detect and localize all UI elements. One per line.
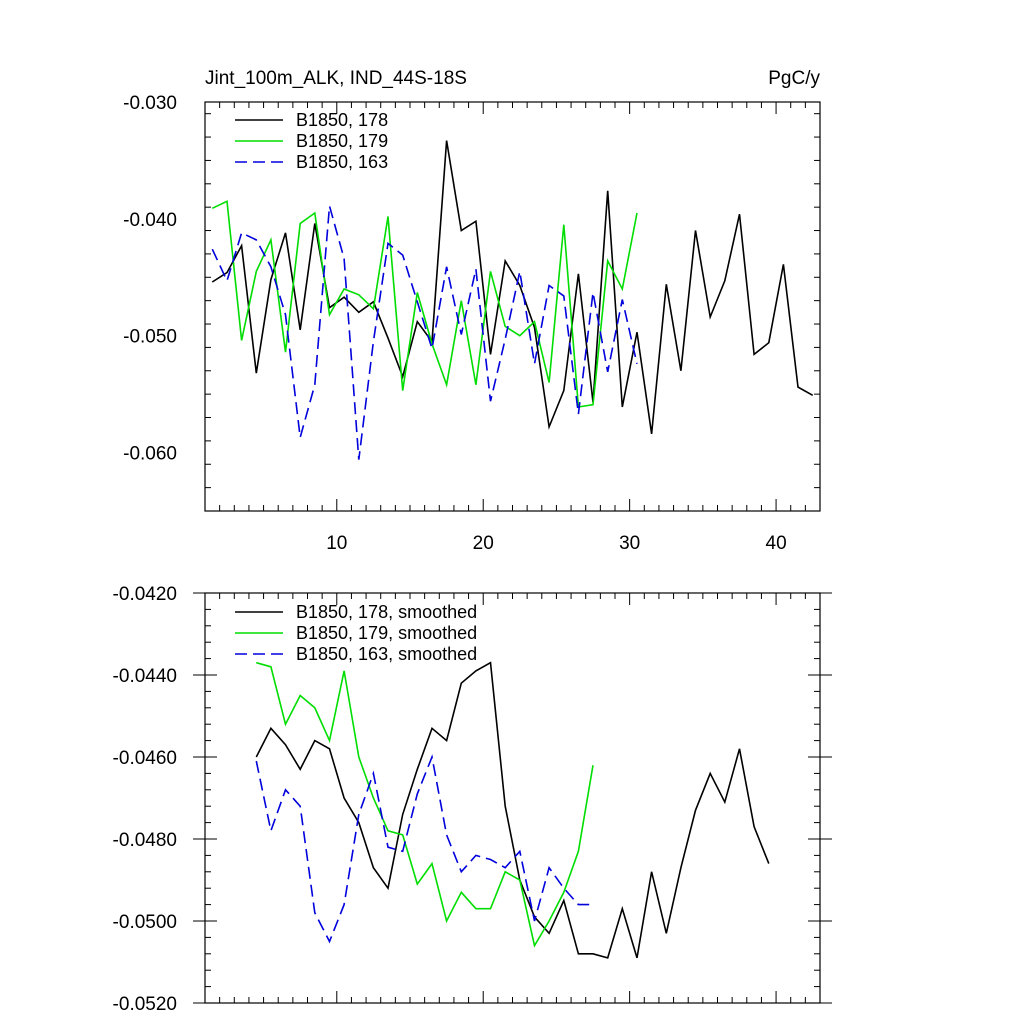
x-tick-label: 10 [326, 533, 347, 554]
y-tick-label: -0.0440 [113, 666, 177, 687]
y-tick-label: -0.040 [123, 210, 177, 231]
series-line-2 [211, 200, 638, 408]
legend-label-3: B1850, 163 [296, 152, 388, 172]
y-tick-label: -0.060 [123, 444, 177, 465]
bottom-panel: -0.0420 -0.0440 -0.0460 -0.0480 -0.0500 -0.05… [113, 584, 832, 1015]
legend-label-1: B1850, 178 [296, 110, 388, 130]
y-tick-label: -0.0480 [113, 830, 177, 851]
x-tick-label: 20 [473, 533, 494, 554]
top-title: Jint_100m_ALK, IND_44S-18S [205, 68, 467, 89]
y-tick-label: -0.050 [123, 327, 177, 348]
y-tick-label: -0.0460 [113, 748, 177, 769]
legend-label-3: B1850, 163, smoothed [296, 644, 477, 664]
y-tick-label: -0.030 [123, 93, 177, 114]
y-tick-label: -0.0520 [113, 994, 177, 1015]
series-line-2 [256, 661, 594, 948]
legend-label-2: B1850, 179 [296, 131, 388, 151]
x-tick-label: 30 [619, 533, 640, 554]
y-tick-label: -0.0420 [113, 584, 177, 605]
series-line-1 [211, 140, 814, 435]
legend-label-2: B1850, 179, smoothed [296, 623, 477, 643]
legend-label-1: B1850, 178, smoothed [296, 602, 477, 622]
x-tick-label: 40 [766, 533, 787, 554]
series-line-1 [255, 661, 770, 959]
series-line-3 [255, 754, 593, 944]
series-line-3 [211, 205, 638, 460]
top-panel: Jint_100m_ALK, IND_44S-18S PgC/y 10 20 30 4… [123, 68, 821, 554]
y-tick-label: -0.0500 [113, 912, 177, 933]
top-units: PgC/y [768, 68, 820, 89]
